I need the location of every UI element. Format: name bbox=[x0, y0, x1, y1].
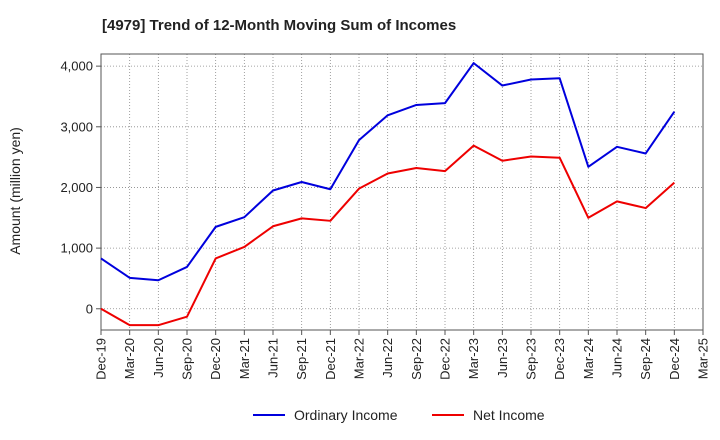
x-tick-label: Jun-24 bbox=[610, 338, 625, 378]
x-tick-label: Jun-21 bbox=[266, 338, 281, 378]
grid bbox=[100, 54, 704, 330]
y-axis-label: Amount (million yen) bbox=[7, 127, 23, 255]
x-tick-label: Mar-20 bbox=[122, 338, 137, 379]
series-line-2 bbox=[100, 144, 675, 327]
x-tick-label: Dec-22 bbox=[438, 338, 453, 380]
x-tick-label: Dec-23 bbox=[552, 338, 567, 380]
y-tick-label: 0 bbox=[86, 301, 93, 316]
x-tick-label: Mar-22 bbox=[352, 338, 367, 379]
series-lines bbox=[100, 62, 676, 327]
chart-title: [4979] Trend of 12-Month Moving Sum of I… bbox=[102, 17, 456, 34]
y-tick-label: 1,000 bbox=[60, 241, 93, 256]
x-tick-label: Jun-22 bbox=[380, 338, 395, 378]
x-tick-label: Sep-22 bbox=[409, 338, 424, 380]
legend-label: Ordinary Income bbox=[294, 407, 398, 423]
y-tick-label: 3,000 bbox=[60, 119, 93, 134]
x-tick-label: Jun-20 bbox=[151, 338, 166, 378]
y-tick-label: 2,000 bbox=[60, 180, 93, 195]
x-tick-label: Mar-24 bbox=[581, 338, 596, 379]
x-tick-label: Dec-24 bbox=[667, 338, 682, 380]
legend-label: Net Income bbox=[473, 407, 545, 423]
y-axis: 0 1,000 2,000 3,000 4,000 bbox=[60, 59, 101, 316]
x-tick-label: Mar-25 bbox=[696, 338, 711, 379]
x-tick-label: Mar-23 bbox=[466, 338, 481, 379]
x-tick-label: Dec-21 bbox=[323, 338, 338, 380]
x-tick-label: Sep-21 bbox=[294, 338, 309, 380]
x-axis: Dec-19 Mar-20 Jun-20 Sep-20 Dec-20 Mar-21 Jun-… bbox=[94, 330, 711, 380]
legend: Ordinary Income Net Income bbox=[253, 407, 545, 423]
x-tick-label: Jun-23 bbox=[495, 338, 510, 378]
series-line-1 bbox=[100, 62, 676, 282]
y-tick-label: 4,000 bbox=[60, 59, 93, 74]
x-tick-label: Mar-21 bbox=[237, 338, 252, 379]
x-tick-label: Dec-20 bbox=[208, 338, 223, 380]
x-tick-label: Dec-19 bbox=[94, 338, 109, 380]
x-tick-label: Sep-20 bbox=[180, 338, 195, 380]
x-tick-label: Sep-23 bbox=[524, 338, 539, 380]
plot-frame bbox=[100, 53, 704, 331]
x-tick-label: Sep-24 bbox=[638, 338, 653, 380]
